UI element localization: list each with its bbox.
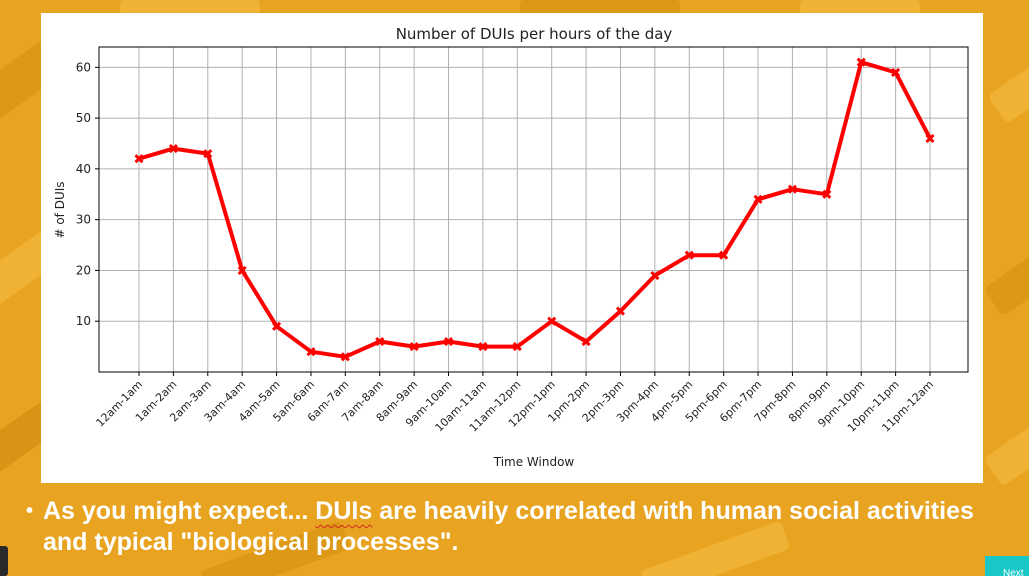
data-point [237,265,247,275]
data-point [719,250,729,260]
x-tick-label: 12am-1am [94,378,146,430]
data-point [340,352,350,362]
data-point [375,336,385,347]
chart-card: Number of DUIs per hours of the day 10 20… [41,13,983,483]
next-button[interactable]: Next [985,556,1029,576]
data-point [650,270,660,281]
data-point [822,189,832,199]
y-tick-label: 10 [76,314,91,328]
caption-emphasis: DUIs [315,497,373,525]
slide-nav-handle[interactable] [0,546,8,576]
data-point [925,133,935,143]
y-axis-label: # of DUIs [53,181,67,238]
data-point [856,57,866,67]
data-point [787,184,797,194]
data-point [615,306,626,316]
data-point [203,149,213,159]
data-point [478,342,488,352]
data-point [581,336,591,347]
y-tick-label: 20 [76,263,91,277]
caption-pre: As you might expect... [43,497,316,525]
data-point [753,194,763,204]
bullet-point: • [26,500,34,522]
y-tick-label: 40 [76,162,91,176]
data-point [684,250,694,260]
data-point [891,67,901,77]
grid-lines [99,47,968,372]
data-point [272,321,282,331]
y-tick-label: 30 [76,213,91,227]
data-point [547,316,557,326]
y-axis-ticks: 10 20 30 40 50 60 [76,60,99,328]
x-axis-ticks: 12am-1am1am-2am2am-3am3am-4am4am-5am5am-… [94,372,936,435]
slide-caption: • As you might expect... DUIs are heavil… [26,496,986,558]
data-point [409,342,419,352]
data-point [134,154,144,164]
plot-frame [98,46,969,373]
series-line [138,60,932,359]
line-chart: Number of DUIs per hours of the day 10 20… [53,25,969,469]
y-tick-label: 60 [76,60,91,74]
x-axis-label: Time Window [493,455,575,469]
data-markers [134,57,935,362]
data-point [306,347,316,357]
caption-text: As you might expect... DUIs are heavily … [43,496,986,558]
data-point [443,336,454,347]
caption-post: are heavily correlated with human social… [43,497,974,556]
y-tick-label: 50 [76,111,91,125]
data-point [168,144,178,154]
data-point [512,342,522,352]
chart-title: Number of DUIs per hours of the day [396,25,673,43]
